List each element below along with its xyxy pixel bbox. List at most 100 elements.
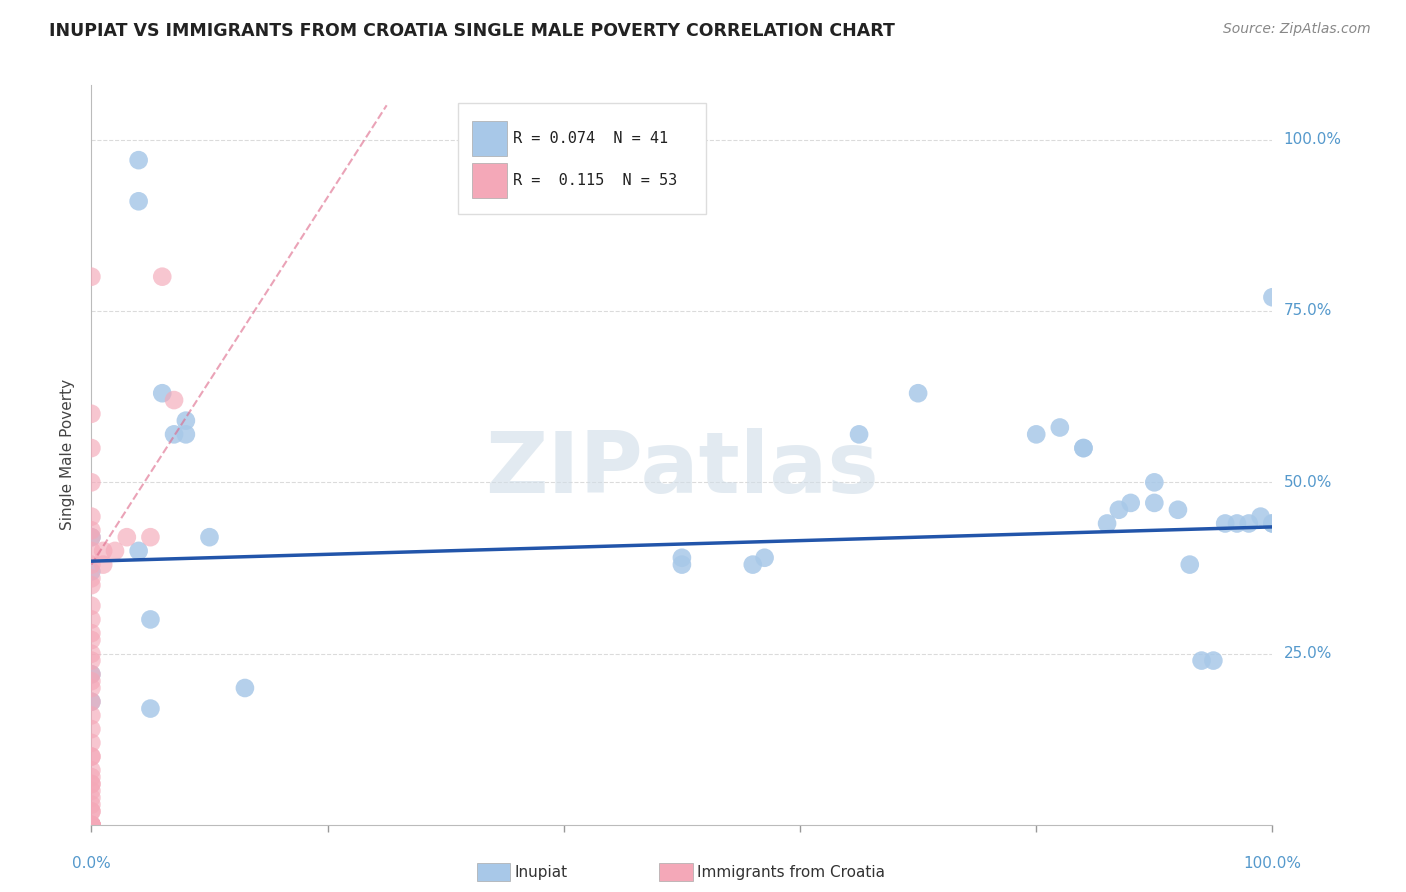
Point	[1167, 502, 1189, 516]
Point	[174, 414, 197, 428]
Text: ZIPatlas: ZIPatlas	[485, 428, 879, 511]
Point	[1261, 516, 1284, 531]
Point	[80, 674, 103, 689]
FancyBboxPatch shape	[471, 121, 508, 156]
Text: 100.0%: 100.0%	[1284, 132, 1341, 147]
Y-axis label: Single Male Poverty: Single Male Poverty	[60, 379, 76, 531]
Point	[80, 654, 103, 668]
Point	[1202, 654, 1225, 668]
Point	[741, 558, 763, 572]
Point	[80, 475, 103, 490]
Text: R = 0.074  N = 41: R = 0.074 N = 41	[513, 131, 668, 146]
Point	[1237, 516, 1260, 531]
Point	[1191, 654, 1213, 668]
Point	[80, 612, 103, 626]
Point	[1261, 516, 1284, 531]
Point	[80, 441, 103, 455]
FancyBboxPatch shape	[471, 163, 508, 198]
Point	[1250, 509, 1272, 524]
Point	[1108, 502, 1130, 516]
Point	[907, 386, 929, 401]
Point	[80, 722, 103, 736]
Text: R =  0.115  N = 53: R = 0.115 N = 53	[513, 173, 678, 188]
Point	[80, 681, 103, 695]
Point	[150, 269, 173, 284]
Point	[174, 427, 197, 442]
Point	[80, 749, 103, 764]
Point	[115, 530, 138, 544]
Point	[80, 818, 103, 832]
Point	[1025, 427, 1047, 442]
Point	[1073, 441, 1095, 455]
Point	[1073, 441, 1095, 455]
Point	[80, 407, 103, 421]
Text: Source: ZipAtlas.com: Source: ZipAtlas.com	[1223, 22, 1371, 37]
Point	[80, 770, 103, 784]
Point	[1261, 290, 1284, 304]
Point	[139, 530, 162, 544]
Text: Inupiat: Inupiat	[515, 865, 568, 880]
Point	[80, 805, 103, 819]
Point	[1178, 558, 1201, 572]
Point	[80, 818, 103, 832]
Point	[80, 818, 103, 832]
Point	[80, 626, 103, 640]
Point	[163, 393, 186, 408]
Point	[80, 784, 103, 798]
Point	[80, 797, 103, 812]
Point	[139, 701, 162, 715]
Point	[80, 818, 103, 832]
Point	[671, 550, 693, 565]
Point	[80, 818, 103, 832]
Point	[80, 633, 103, 648]
FancyBboxPatch shape	[457, 103, 706, 214]
Point	[1095, 516, 1118, 531]
Point	[80, 818, 103, 832]
Point	[80, 667, 103, 681]
Point	[198, 530, 221, 544]
Point	[80, 749, 103, 764]
Point	[1226, 516, 1249, 531]
Point	[80, 695, 103, 709]
Point	[80, 509, 103, 524]
Point	[80, 764, 103, 778]
Text: 25.0%: 25.0%	[1284, 646, 1331, 661]
Text: 100.0%: 100.0%	[1243, 855, 1302, 871]
Text: INUPIAT VS IMMIGRANTS FROM CROATIA SINGLE MALE POVERTY CORRELATION CHART: INUPIAT VS IMMIGRANTS FROM CROATIA SINGL…	[49, 22, 896, 40]
Point	[80, 818, 103, 832]
Point	[80, 790, 103, 805]
Point	[1143, 475, 1166, 490]
Point	[80, 578, 103, 592]
Point	[80, 524, 103, 538]
Point	[80, 777, 103, 791]
Text: 50.0%: 50.0%	[1284, 475, 1331, 490]
Point	[80, 530, 103, 544]
Point	[80, 558, 103, 572]
Point	[80, 777, 103, 791]
Point	[80, 818, 103, 832]
Point	[80, 530, 103, 544]
Point	[1213, 516, 1236, 531]
Point	[128, 153, 150, 168]
Point	[104, 544, 127, 558]
Point	[150, 386, 173, 401]
Point	[80, 736, 103, 750]
Text: Immigrants from Croatia: Immigrants from Croatia	[697, 865, 886, 880]
Point	[139, 612, 162, 626]
Point	[80, 695, 103, 709]
Point	[80, 571, 103, 585]
Point	[80, 269, 103, 284]
Point	[91, 544, 114, 558]
Point	[848, 427, 870, 442]
Point	[80, 544, 103, 558]
Point	[128, 194, 150, 209]
Point	[80, 805, 103, 819]
Point	[233, 681, 256, 695]
Point	[1049, 420, 1071, 434]
Point	[80, 818, 103, 832]
Text: 75.0%: 75.0%	[1284, 303, 1331, 318]
Point	[1143, 496, 1166, 510]
Point	[1119, 496, 1142, 510]
Point	[163, 427, 186, 442]
Point	[80, 667, 103, 681]
